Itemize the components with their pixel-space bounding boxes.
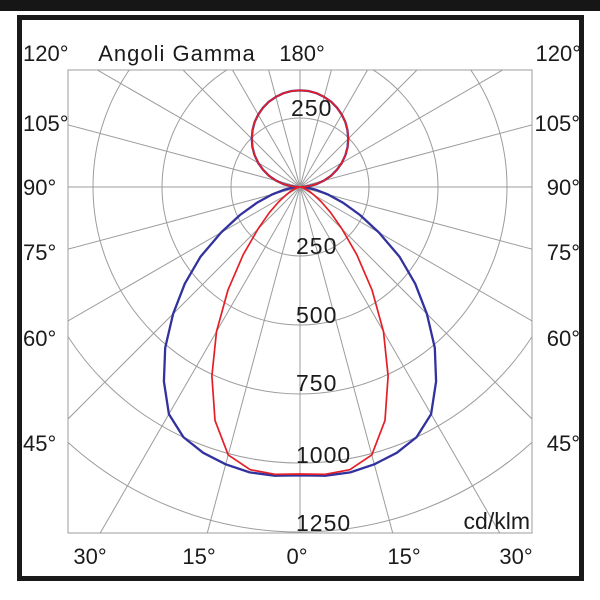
gamma-label-180: 180° [279,41,325,66]
gamma-label-right-45: 45° [547,431,580,456]
gamma-label-left-105: 105° [23,111,69,136]
photometric-curve-1 [211,89,389,476]
gamma-label-left-90: 90° [23,175,56,200]
grid-radial-315 [68,186,301,420]
grid-radial-120 [299,70,504,188]
grid-radial-135 [299,70,418,188]
grid-radial-240 [96,70,301,188]
gamma-label-bottom-0: 0° [286,544,307,569]
gamma-label-bottom-30r: 30° [499,544,532,569]
grid-radial-300 [68,186,301,322]
intensity-curves [162,89,438,477]
gamma-label-left-75: 75° [23,240,56,265]
grid-radial-15 [299,186,394,533]
gamma-label-bottom-15r: 15° [387,544,420,569]
ring-label-1250: 1250 [296,510,351,536]
top-edge-bar [0,0,600,11]
gamma-label-bottom-30l: 30° [73,544,106,569]
gamma-label-left-120: 120° [23,41,69,66]
ring-label-250: 250 [296,233,337,259]
grid-radial-225 [182,70,301,188]
ring-label-500: 500 [296,302,337,328]
grid-radial-60 [299,186,532,322]
grid-radial-150 [299,70,369,188]
unit-label: cd/klm [464,508,530,534]
plot-area-outline [67,69,533,534]
grid-radial-45 [299,186,532,420]
gamma-label-right-105: 105° [534,111,580,136]
diagram-frame [17,15,584,581]
chart-title: Angoli Gamma [98,41,256,66]
grid-radial-75 [299,186,532,250]
gamma-label-right-75: 75° [547,240,580,265]
ring-label-1000: 1000 [296,442,351,468]
gamma-label-left-60: 60° [23,326,56,351]
gamma-label-left-45: 45° [23,431,56,456]
grid-radial-195 [268,70,301,188]
gamma-label-right-120: 120° [535,41,581,66]
ring-label-250-top: 250 [291,95,332,121]
grid-radial-105 [299,124,532,188]
gamma-label-bottom-15l: 15° [182,544,215,569]
grid-radial-210 [231,70,301,188]
grid-radial-345 [206,186,301,533]
grid-radial-165 [299,70,332,188]
ring-label-750: 750 [296,370,337,396]
gamma-label-right-60: 60° [547,326,580,351]
grid-radial-285 [68,186,301,250]
grid-radial-330 [99,186,301,533]
gamma-label-right-90: 90° [547,175,580,200]
grid-radial-255 [68,124,301,188]
grid-radial-30 [299,186,501,533]
